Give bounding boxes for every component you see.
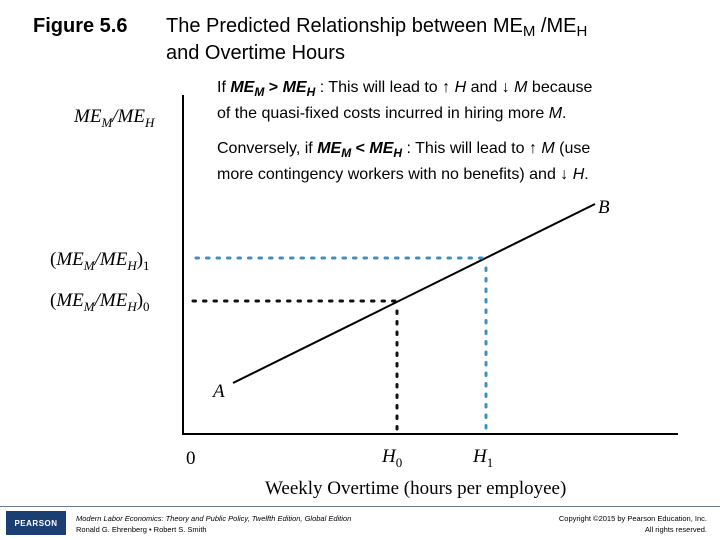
footer-rule (0, 506, 720, 507)
annotation-case-less: Conversely, if MEM < MEH : This will lea… (217, 140, 591, 184)
x-tick-h0: H0 (381, 446, 402, 470)
annotation-case-greater: If MEM > MEH : This will lead to ↑ H and… (217, 79, 593, 123)
x-tick-h1: H1 (472, 446, 493, 470)
pearson-logo: PEARSON (6, 511, 66, 535)
figure-title-line2: and Overtime Hours (166, 42, 345, 64)
figure-number: Figure 5.6 (33, 15, 128, 37)
footer-copyright: Copyright ©2015 by Pearson Education, In… (559, 513, 707, 535)
y-tick-0: (MEM/MEH)0 (50, 290, 150, 314)
origin-label: 0 (186, 448, 196, 469)
y-tick-1: (MEM/MEH)1 (50, 249, 150, 273)
footer-authors: Ronald G. Ehrenberg • Robert S. Smith (76, 525, 207, 534)
line-ab (232, 203, 596, 384)
y-axis-label: MEM/MEH (73, 106, 155, 130)
figure-title-text: The Predicted Relationship between MEM /… (166, 15, 588, 40)
point-a-label: A (211, 381, 225, 402)
point-b-label: B (598, 197, 610, 218)
x-axis-label: Weekly Overtime (hours per employee) (265, 478, 566, 499)
copyright-text: Copyright ©2015 by Pearson Education, In… (558, 514, 707, 523)
rights-text: All rights reserved. (644, 525, 707, 534)
footer-book: Modern Labor Economics: Theory and Publi… (76, 514, 352, 523)
figure-title: Figure 5.6 The Predicted Relationship be… (33, 13, 587, 64)
footer-citation: Modern Labor Economics: Theory and Publi… (76, 513, 351, 535)
